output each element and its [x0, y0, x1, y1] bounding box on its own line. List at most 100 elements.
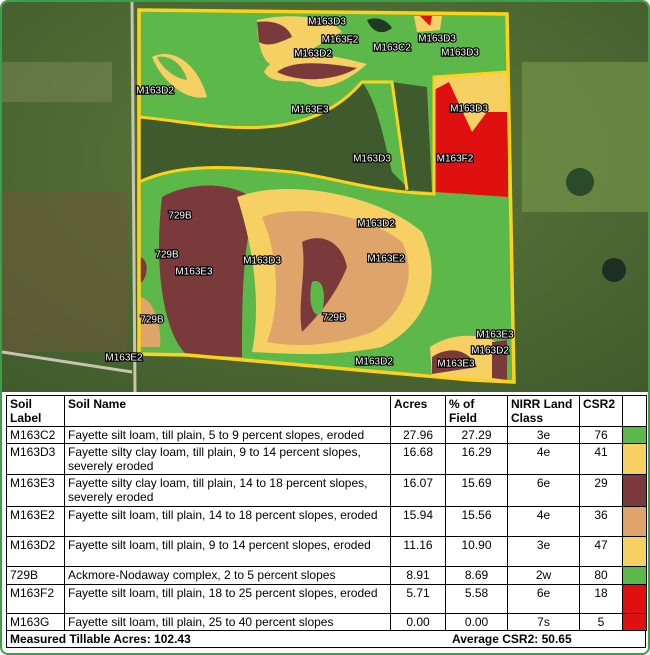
- table-cell: 27.29: [445, 426, 508, 444]
- table-row: M163E2 Fayette silt loam, till plain, 14 …: [6, 506, 647, 537]
- column-header: Acres: [390, 395, 446, 427]
- table-cell: 18: [579, 584, 623, 614]
- column-header: Soil Name: [64, 395, 391, 427]
- table-cell: M163D3: [6, 443, 65, 475]
- table-cell: 15.69: [445, 474, 508, 507]
- table-cell: 729B: [6, 566, 65, 585]
- map-label: M163D3: [441, 48, 479, 59]
- soil-table: Soil Label Soil Name Acres% of Field NIRR L…: [6, 395, 647, 631]
- map-label: M163D3: [418, 34, 456, 45]
- table-cell: Ackmore-Nodaway complex, 2 to 5 percent …: [64, 566, 391, 585]
- table-cell: M163G: [6, 613, 65, 631]
- table-row: M163G Fayette silt loam, till plain, 25 t…: [6, 613, 647, 631]
- soil-map: M163D3 M163D3 M163F2 M163C2 M163D2 M163D3 M163…: [2, 2, 648, 392]
- map-label: M163D3: [243, 256, 281, 267]
- table-cell: 15.56: [445, 506, 508, 537]
- map-label: M163D3: [353, 154, 391, 165]
- color-swatch: [622, 584, 647, 614]
- table-footer: Measured Tillable Acres: 102.43 Average …: [6, 630, 646, 648]
- table-cell: 36: [579, 506, 623, 537]
- road: [130, 2, 137, 392]
- color-swatch: [622, 426, 647, 444]
- column-header: [622, 395, 647, 427]
- table-cell: 27.96: [390, 426, 446, 444]
- map-label: M163C2: [373, 43, 411, 54]
- table-cell: 8.91: [390, 566, 446, 585]
- farm-field: [2, 192, 127, 352]
- table-cell: Fayette silty clay loam, till plain, 14 …: [64, 474, 391, 507]
- color-swatch: [622, 566, 647, 585]
- trees: [566, 168, 594, 196]
- table-cell: 11.16: [390, 536, 446, 567]
- table-row: M163D3 Fayette silty clay loam, till plai…: [6, 443, 647, 475]
- map-label: 729B: [322, 313, 346, 324]
- table-row: 729B Ackmore-Nodaway complex, 2 to 5 perc…: [6, 566, 647, 585]
- map-label: M163E2: [367, 254, 405, 265]
- table-cell: Fayette silt loam, till plain, 14 to 18 …: [64, 506, 391, 537]
- table-cell: 4e: [507, 506, 580, 537]
- table-cell: 5.71: [390, 584, 446, 614]
- map-label: M163D3: [308, 17, 346, 28]
- column-header: Soil Label: [6, 395, 65, 427]
- map-label: 729B: [140, 315, 164, 326]
- map-label: M163D2: [355, 357, 393, 368]
- table-cell: 29: [579, 474, 623, 507]
- table-cell: 16.07: [390, 474, 446, 507]
- table-cell: 2w: [507, 566, 580, 585]
- table-row: M163E3 Fayette silty clay loam, till plai…: [6, 474, 647, 507]
- table-cell: 16.29: [445, 443, 508, 475]
- map-label: M163F2: [322, 35, 359, 46]
- table-cell: M163E2: [6, 506, 65, 537]
- road: [2, 350, 133, 374]
- table-cell: M163F2: [6, 584, 65, 614]
- map-label: 729B: [155, 250, 179, 261]
- map-label: M163E3: [175, 267, 213, 278]
- table-cell: 47: [579, 536, 623, 567]
- table-cell: 41: [579, 443, 623, 475]
- table-cell: 0.00: [445, 613, 508, 631]
- total-acres: Measured Tillable Acres: 102.43: [10, 632, 191, 646]
- table-cell: 0.00: [390, 613, 446, 631]
- map-label: M163E3: [476, 330, 514, 341]
- map-label: M163E3: [291, 105, 329, 116]
- table-cell: 8.69: [445, 566, 508, 585]
- table-cell: Fayette silt loam, till plain, 25 to 40 …: [64, 613, 391, 631]
- color-swatch: [622, 536, 647, 567]
- color-swatch: [622, 443, 647, 475]
- table-cell: 5: [579, 613, 623, 631]
- table-cell: 10.90: [445, 536, 508, 567]
- map-label: M163E3: [437, 359, 475, 370]
- color-swatch: [622, 474, 647, 507]
- table-cell: M163E3: [6, 474, 65, 507]
- table-cell: M163C2: [6, 426, 65, 444]
- table-header: Soil Label Soil Name Acres% of Field NIRR L…: [6, 395, 647, 427]
- table-cell: Fayette silt loam, till plain, 18 to 25 …: [64, 584, 391, 614]
- map-label: M163D3: [450, 104, 488, 115]
- table-cell: 4e: [507, 443, 580, 475]
- map-label: 729B: [168, 211, 192, 222]
- column-header: NIRR Land Class: [507, 395, 580, 427]
- table-cell: 15.94: [390, 506, 446, 537]
- column-header: % of Field: [445, 395, 508, 427]
- table-cell: Fayette silty clay loam, till plain, 9 t…: [64, 443, 391, 475]
- table-cell: 6e: [507, 474, 580, 507]
- table-cell: 5.58: [445, 584, 508, 614]
- map-labels: M163D3 M163D3 M163F2 M163C2 M163D2 M163D3 M163…: [104, 15, 515, 370]
- farm-field: [2, 62, 112, 102]
- table-row: M163F2 Fayette silt loam, till plain, 18 …: [6, 584, 647, 614]
- average-csr2: Average CSR2: 50.65: [452, 632, 572, 646]
- table-row: M163D2 Fayette silt loam, till plain, 9 t…: [6, 536, 647, 567]
- map-label: M163D2: [357, 219, 395, 230]
- map-label: M163D2: [136, 86, 174, 97]
- color-swatch: [622, 613, 647, 631]
- table-cell: 3e: [507, 536, 580, 567]
- table-cell: 76: [579, 426, 623, 444]
- table-cell: M163D2: [6, 536, 65, 567]
- field: [137, 8, 516, 384]
- table-cell: 16.68: [390, 443, 446, 475]
- table-cell: 7s: [507, 613, 580, 631]
- table-cell: Fayette silt loam, till plain, 9 to 14 p…: [64, 536, 391, 567]
- table-cell: 80: [579, 566, 623, 585]
- color-swatch: [622, 506, 647, 537]
